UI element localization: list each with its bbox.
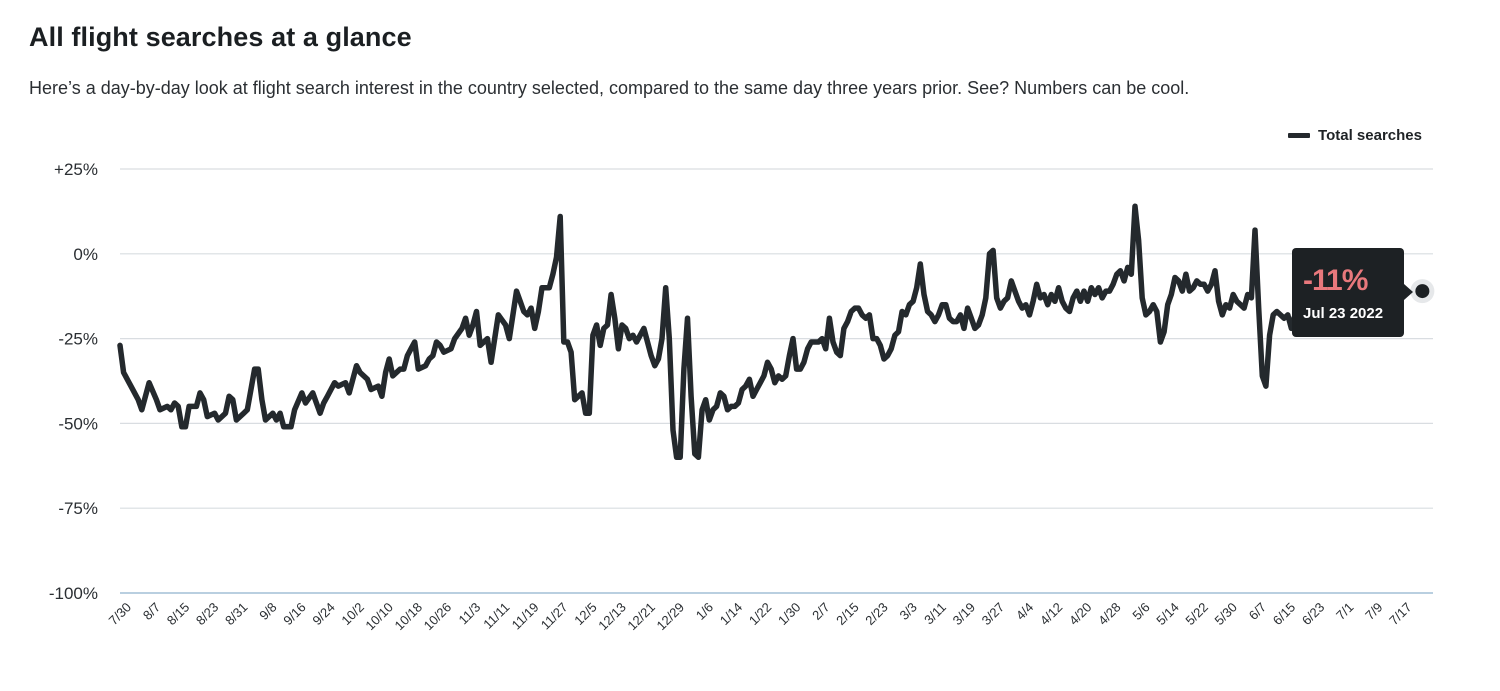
x-tick-label: 7/9	[1362, 600, 1385, 623]
x-tick-label: 6/15	[1270, 600, 1299, 629]
y-tick-label: -25%	[58, 330, 98, 349]
x-tick-label: 6/23	[1299, 600, 1328, 629]
x-tick-label: 3/27	[979, 600, 1008, 629]
x-tick-label: 7/17	[1386, 600, 1415, 629]
x-tick-label: 2/23	[862, 600, 891, 629]
x-tick-label: 5/14	[1153, 600, 1182, 629]
tooltip-date: Jul 23 2022	[1303, 305, 1404, 322]
x-tick-label: 11/3	[456, 600, 484, 628]
x-tick-label: 9/8	[256, 600, 279, 623]
x-tick-label: 5/6	[1129, 600, 1152, 623]
y-tick-label: -75%	[58, 499, 98, 518]
x-tick-label: 8/23	[193, 600, 222, 629]
x-tick-label: 8/7	[140, 600, 163, 623]
tooltip-value: -11%	[1303, 265, 1404, 297]
x-tick-label: 11/27	[538, 600, 571, 633]
x-tick-label: 4/20	[1066, 600, 1095, 629]
x-tick-label: 4/28	[1095, 600, 1124, 629]
x-tick-label: 12/29	[653, 600, 687, 634]
x-tick-label: 1/30	[775, 600, 804, 629]
x-tick-label: 8/15	[164, 600, 193, 629]
x-tick-label: 5/30	[1212, 600, 1241, 629]
x-tick-label: 4/4	[1013, 600, 1036, 623]
x-tick-label: 4/12	[1037, 600, 1066, 629]
x-tick-label: 11/11	[480, 600, 512, 632]
x-tick-label: 10/18	[392, 600, 426, 634]
x-tick-label: 1/6	[693, 600, 716, 623]
y-tick-label: +25%	[54, 160, 98, 179]
x-tick-label: 7/30	[106, 600, 135, 629]
y-tick-label: 0%	[73, 245, 98, 264]
y-tick-label: -50%	[58, 414, 98, 433]
x-tick-label: 7/1	[1333, 600, 1356, 623]
x-tick-label: 2/7	[809, 600, 832, 623]
x-tick-label: 10/26	[421, 600, 455, 634]
x-tick-label: 3/19	[950, 600, 979, 629]
x-tick-label: 9/16	[280, 600, 309, 629]
x-tick-label: 8/31	[222, 600, 251, 629]
highlight-point[interactable]	[1415, 284, 1429, 298]
x-tick-label: 12/21	[624, 600, 658, 634]
y-tick-label: -100%	[49, 584, 98, 603]
x-tick-label: 12/13	[595, 600, 629, 634]
data-tooltip: -11% Jul 23 2022	[1292, 248, 1404, 337]
x-tick-label: 9/24	[309, 600, 338, 629]
x-tick-label: 6/7	[1246, 600, 1269, 623]
series-line-total-searches	[120, 206, 1306, 457]
x-tick-label: 10/10	[362, 600, 396, 634]
x-tick-label: 5/22	[1182, 600, 1211, 629]
x-tick-label: 2/15	[833, 600, 862, 629]
x-tick-label: 3/3	[897, 600, 920, 623]
x-tick-label: 1/22	[746, 600, 775, 629]
x-tick-label: 3/11	[921, 600, 949, 628]
x-tick-label: 1/14	[717, 600, 746, 629]
x-tick-label: 11/19	[509, 600, 542, 633]
flight-search-chart: +25% 0% -25% -50% -75% -100% 7/30 8/7 8/15 8/23 8…	[0, 0, 1500, 691]
